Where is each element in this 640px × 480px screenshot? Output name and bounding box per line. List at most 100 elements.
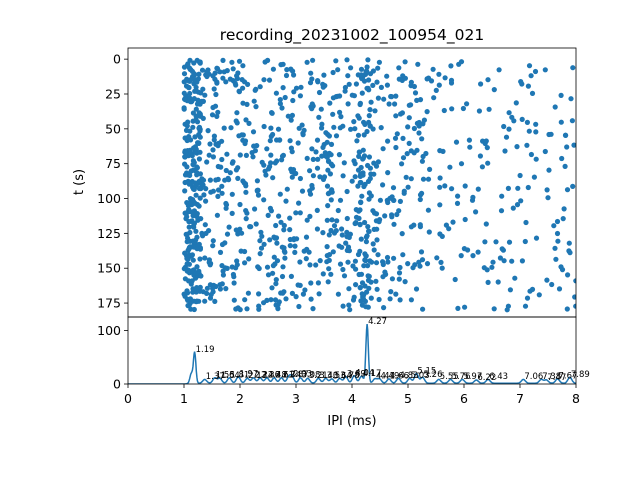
raster-point (343, 240, 349, 246)
raster-point (240, 178, 246, 184)
raster-point (310, 57, 316, 63)
raster-point (284, 186, 290, 192)
raster-point (333, 58, 339, 64)
raster-point (384, 82, 390, 88)
raster-point (350, 263, 356, 269)
raster-point (193, 289, 199, 295)
raster-point (341, 160, 347, 166)
raster-point (344, 215, 350, 222)
raster-point (325, 158, 332, 164)
raster-point (184, 123, 190, 129)
raster-point (281, 222, 287, 229)
raster-point (358, 179, 364, 186)
raster-point (330, 69, 336, 76)
raster-point (257, 251, 263, 257)
raster-point (280, 290, 286, 296)
raster-point (196, 241, 202, 247)
raster-point (415, 61, 421, 67)
raster-point (316, 89, 323, 96)
raster-point (198, 273, 204, 279)
raster-point (419, 158, 425, 164)
raster-point (274, 258, 281, 264)
raster-point (368, 279, 374, 285)
raster-point (202, 255, 208, 261)
raster-point (402, 75, 408, 81)
raster-point (310, 306, 316, 312)
raster-point (270, 270, 276, 276)
raster-point (396, 65, 402, 71)
raster-point (197, 149, 203, 155)
raster-point (352, 174, 358, 180)
raster-point (250, 154, 256, 160)
raster-point (273, 281, 279, 287)
raster-point (565, 272, 571, 278)
raster-point (554, 230, 561, 237)
raster-point (324, 154, 330, 160)
raster-point (536, 292, 542, 298)
raster-point (363, 258, 369, 264)
raster-point (391, 221, 397, 227)
raster-point (309, 101, 315, 107)
raster-point (189, 278, 195, 284)
raster-point (339, 232, 345, 238)
raster-point (328, 227, 334, 234)
raster-point (370, 68, 376, 74)
chart-title: recording_20231002_100954_021 (220, 26, 484, 45)
raster-point (280, 61, 286, 67)
raster-point (230, 159, 236, 165)
raster-point (229, 210, 235, 216)
raster-point (218, 164, 224, 170)
peak-label: 7.67 (559, 372, 578, 382)
raster-point (346, 302, 352, 308)
raster-point (223, 167, 229, 174)
peak-label: 2.36 (261, 371, 280, 381)
raster-point (420, 121, 426, 127)
raster-point (477, 153, 483, 159)
raster-point (481, 265, 487, 271)
raster-point (439, 265, 445, 271)
raster-point (194, 201, 200, 208)
raster-point (193, 299, 199, 305)
raster-point (261, 241, 267, 247)
raster-point (490, 259, 496, 265)
raster-point (214, 113, 220, 119)
raster-point (341, 273, 348, 279)
raster-point (248, 224, 254, 230)
raster-point (519, 81, 525, 87)
raster-point (483, 221, 489, 227)
histogram-x-tick-label: 5 (404, 391, 412, 406)
raster-point (270, 66, 276, 72)
raster-point (267, 237, 273, 243)
raster-point (186, 270, 193, 276)
raster-point (190, 124, 196, 130)
raster-point (191, 160, 197, 166)
raster-point (485, 160, 491, 166)
raster-point (307, 191, 314, 197)
raster-point (200, 115, 206, 121)
raster-point (240, 132, 246, 138)
raster-point (331, 124, 337, 130)
raster-point (342, 84, 348, 91)
raster-point (274, 240, 280, 246)
raster-point (199, 67, 206, 73)
raster-point (207, 262, 213, 268)
raster-point (436, 71, 442, 77)
raster-point (240, 85, 246, 91)
raster-point (183, 127, 190, 133)
raster-point (299, 188, 306, 194)
raster-point (200, 289, 206, 295)
raster-point (406, 140, 412, 146)
raster-point (366, 228, 372, 234)
raster-point (393, 291, 399, 297)
raster-point (233, 227, 239, 233)
raster-point (314, 137, 321, 143)
raster-point (374, 286, 380, 292)
raster-point (246, 120, 252, 126)
raster-point (290, 68, 296, 74)
raster-point (453, 139, 460, 145)
raster-point (370, 241, 376, 247)
peak-label: 6.43 (489, 372, 508, 382)
raster-point (193, 192, 199, 198)
raster-point (505, 185, 511, 191)
raster-point (196, 185, 202, 192)
